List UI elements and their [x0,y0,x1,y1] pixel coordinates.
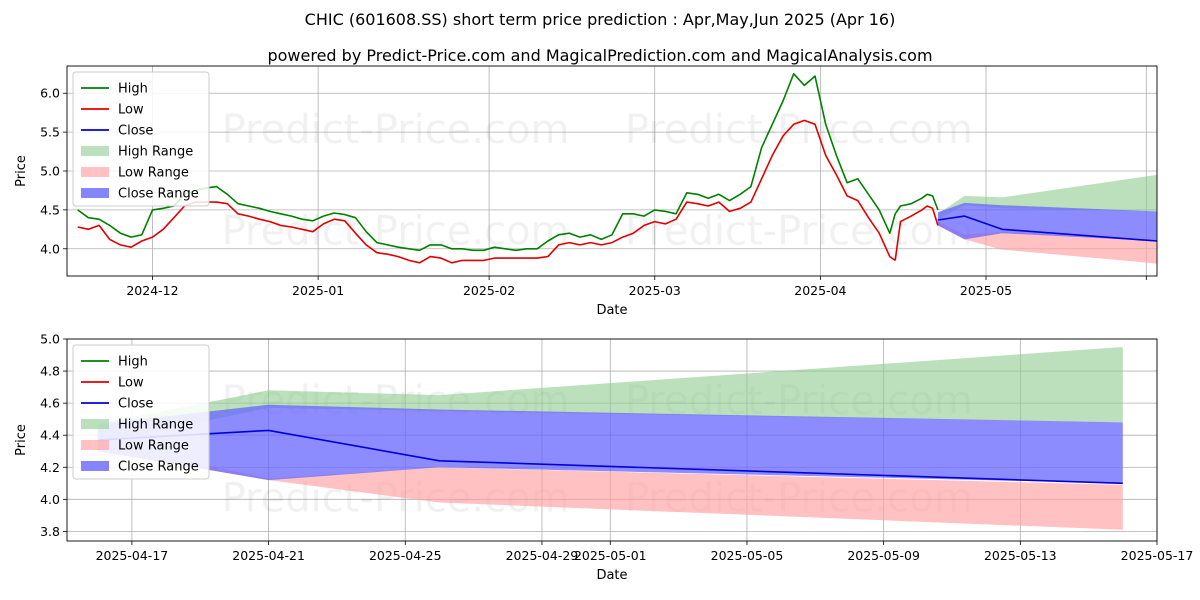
x-axis-label: Date [596,303,627,318]
low-line-tail [894,205,939,261]
low-line [77,119,896,264]
legend-close-range-label: Close Range [118,187,199,202]
legend-high-range-label: High Range [118,418,193,433]
legend-low-label: Low [118,103,144,118]
close-range-band [97,404,1123,484]
chart-subtitle: powered by Predict-Price.com and Magical… [267,46,933,65]
y-tick-label: 4.4 [40,428,60,443]
watermark-text: Predict-Price.com [625,107,973,153]
x-tick-label: 2025-04-21 [232,548,305,563]
low-range-band [937,221,1157,264]
legend-close-range-label: Close Range [118,460,199,475]
x-tick-label: 2025-05-05 [711,548,784,563]
y-tick-label: 4.5 [40,202,60,217]
legend-low-label: Low [118,376,144,391]
x-tick-label: 2025-04-29 [506,548,579,563]
y-tick-label: 4.0 [40,492,60,507]
legend: High Low Close High Range Low Range Close Ran… [72,344,210,480]
legend-high-label: High [118,355,148,370]
x-tick-label: 2025-04-25 [369,548,442,563]
legend-close-label: Close [118,397,153,412]
x-tick-label: 2025-03 [629,283,681,298]
y-axis-label: Price [14,155,29,187]
watermark-text: Predict-Price.com [625,209,973,255]
y-tick-label: 6.0 [40,86,60,101]
y-tick-label: 5.0 [40,332,60,347]
legend-high-label: High [118,82,148,97]
chart-panel-1: 4.0 4.5 5.0 5.5 6.0 2024-12 2025-01 2025-02 2025… [14,65,1158,318]
chart-title: CHIC (601608.SS) short term price predic… [304,10,896,29]
high-range-band [937,174,1157,220]
x-tick-label: 2025-05-09 [847,548,920,563]
close-range-band [937,202,1157,241]
high-line [77,73,896,252]
x-tick-label: 2025-05-17 [1121,548,1194,563]
legend-high-range-swatch [81,419,109,429]
x-tick-label: 2025-01 [292,283,344,298]
y-tick-label: 4.8 [40,364,60,379]
y-axis-label: Price [14,424,29,456]
legend-low-range-label: Low Range [118,439,189,454]
watermark-text: Predict-Price.com [222,107,570,153]
y-tick-label: 4.2 [40,460,60,475]
close-forecast-line [937,215,1158,242]
x-tick-label: 2025-05-13 [984,548,1057,563]
x-tick-label: 2025-05 [960,283,1012,298]
plot-frame [66,65,1158,277]
legend-high-range-swatch [81,146,109,156]
y-tick-label: 3.8 [40,524,60,539]
low-range-band [97,443,1123,530]
x-axis-label: Date [596,568,627,583]
legend-low-range-swatch [81,167,109,177]
x-tick-label: 2025-04-17 [96,548,169,563]
chart-panel-2: 3.8 4.0 4.2 4.4 4.6 4.8 5.0 2025-04-17 2025-04-2… [14,332,1193,584]
x-tick-label: 2024-12 [126,283,178,298]
legend-close-range-swatch [81,461,109,471]
high-range-band [97,347,1123,444]
legend-close-label: Close [118,124,153,139]
legend-close-range-swatch [81,188,109,198]
y-tick-label: 4.0 [40,241,60,256]
y-tick-label: 5.5 [40,125,60,140]
y-tick-label: 4.6 [40,396,60,411]
legend-low-range-label: Low Range [118,166,189,181]
plot-frame [66,338,1158,542]
legend: High Low Close High Range Low Range Close Ran… [72,71,210,207]
x-tick-label: 2025-05-01 [574,548,647,563]
y-tick-label: 5.0 [40,164,60,179]
watermark-text: Predict-Price.com [222,209,570,255]
legend-low-range-swatch [81,440,109,450]
high-line-tail [894,193,939,215]
legend-high-range-label: High Range [118,145,193,160]
x-tick-label: 2025-02 [463,283,515,298]
x-tick-label: 2025-04 [794,283,846,298]
